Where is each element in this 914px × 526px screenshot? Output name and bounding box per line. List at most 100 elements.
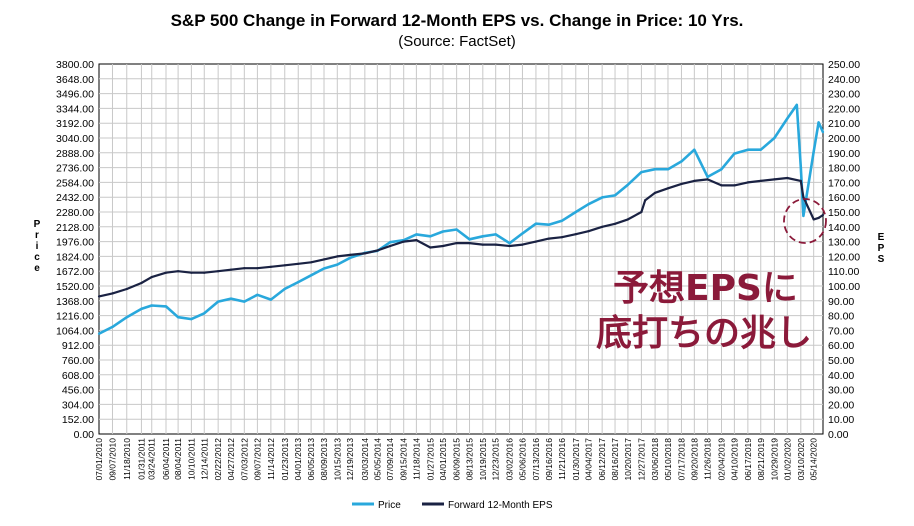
- y-tick-right: 60.00: [828, 340, 854, 352]
- price-point: [795, 103, 798, 106]
- eps-point: [759, 179, 762, 182]
- x-tick: 07/01/2010: [94, 438, 104, 481]
- eps-point: [97, 295, 101, 298]
- price-point: [534, 222, 538, 225]
- y-tick-left: 1672.00: [56, 266, 94, 278]
- eps-point: [560, 236, 564, 239]
- eps-point: [613, 222, 617, 225]
- x-tick: 09/07/2012: [252, 438, 262, 481]
- eps-point: [587, 230, 590, 233]
- x-tick: 12/27/2017: [636, 438, 646, 481]
- y-tick-right: 40.00: [828, 370, 854, 382]
- eps-point: [733, 184, 736, 187]
- y-tick-left: 3344.00: [56, 103, 94, 115]
- y-tick-right: 90.00: [828, 296, 854, 308]
- x-tick: 12/23/2015: [491, 438, 501, 481]
- eps-point: [654, 191, 657, 194]
- y-tick-right: 150.00: [828, 207, 860, 219]
- eps-point: [773, 178, 776, 181]
- price-point: [283, 287, 286, 290]
- price-point: [812, 150, 815, 153]
- eps-point: [693, 179, 696, 182]
- x-tick: 03/02/2016: [505, 438, 515, 481]
- x-tick: 11/14/2012: [266, 438, 276, 480]
- y-tick-right: 130.00: [828, 237, 860, 249]
- x-tick: 09/16/2016: [544, 438, 554, 481]
- price-point: [508, 242, 511, 245]
- x-tick: 01/27/2015: [425, 438, 435, 481]
- price-point: [680, 160, 683, 163]
- eps-point: [812, 218, 815, 221]
- price-point: [441, 230, 445, 233]
- price-point: [821, 131, 825, 134]
- price-point: [164, 305, 168, 308]
- y-tick-right: 140.00: [828, 222, 860, 234]
- eps-point: [547, 237, 550, 240]
- price-point: [217, 300, 220, 303]
- eps-point: [269, 265, 272, 268]
- y-tick-right: 180.00: [828, 163, 860, 175]
- x-tick: 10/29/2019: [769, 438, 779, 481]
- price-point: [720, 168, 723, 171]
- eps-point: [640, 210, 643, 214]
- x-tick: 08/09/2013: [319, 438, 329, 481]
- eps-point: [481, 243, 484, 246]
- eps-point: [256, 267, 259, 270]
- y-tick-right: 160.00: [828, 192, 860, 204]
- eps-point: [802, 196, 805, 199]
- eps-point: [601, 225, 604, 228]
- y-tick-right: 50.00: [828, 355, 854, 367]
- y-axis-label-left-char: e: [34, 263, 40, 274]
- eps-point: [111, 292, 114, 295]
- eps-point: [363, 252, 366, 255]
- eps-point: [150, 276, 153, 279]
- y-tick-left: 3192.00: [56, 118, 94, 130]
- eps-point: [666, 187, 670, 190]
- y-tick-right: 100.00: [828, 281, 860, 293]
- x-tick: 04/04/2017: [584, 438, 594, 481]
- eps-point: [799, 179, 802, 182]
- price-point: [560, 219, 564, 222]
- eps-point: [389, 244, 392, 248]
- y-tick-left: 1520.00: [56, 281, 94, 293]
- price-point: [269, 298, 272, 301]
- price-point: [229, 297, 233, 300]
- legend: Price Forward 12-Month EPS: [352, 500, 553, 511]
- x-tick: 10/20/2017: [623, 438, 633, 481]
- eps-point: [441, 244, 445, 248]
- y-tick-left: 3496.00: [56, 89, 94, 101]
- eps-point: [534, 240, 538, 243]
- annotation-line-1: 予想EPSに: [613, 268, 798, 309]
- x-tick: 08/16/2017: [610, 438, 620, 481]
- y-axis-label-right-char: S: [878, 254, 885, 265]
- y-tick-right: 250.00: [828, 59, 860, 71]
- x-tick: 05/05/2014: [372, 438, 382, 481]
- x-tick: 10/15/2013: [332, 438, 342, 481]
- x-tick: 07/17/2018: [677, 438, 687, 481]
- x-tick: 02/04/2019: [717, 438, 727, 481]
- eps-point: [217, 270, 220, 273]
- eps-point: [644, 199, 647, 202]
- y-tick-left: 1216.00: [56, 311, 94, 323]
- y-axis-right: 250.00 240.00 230.00 220.00 210.00 200.00 190.…: [828, 59, 860, 441]
- price-point: [817, 121, 820, 124]
- x-tick: 03/03/2014: [360, 438, 370, 481]
- y-tick-right: 230.00: [828, 89, 860, 101]
- y-tick-left: 3648.00: [56, 74, 94, 86]
- price-point: [203, 312, 206, 315]
- price-point: [626, 183, 630, 186]
- y-tick-right: 70.00: [828, 325, 854, 337]
- y-tick-right: 30.00: [828, 385, 854, 397]
- y-tick-left: 2888.00: [56, 148, 94, 160]
- y-tick-right: 210.00: [828, 118, 860, 130]
- y-tick-right: 20.00: [828, 399, 854, 411]
- x-tick: 04/01/2015: [438, 438, 448, 481]
- y-tick-right: 80.00: [828, 311, 854, 323]
- eps-point: [229, 268, 233, 271]
- x-tick: 07/09/2014: [385, 438, 395, 481]
- eps-point: [376, 249, 379, 252]
- price-point: [111, 325, 114, 328]
- price-point: [601, 196, 604, 199]
- y-tick-left: 1064.00: [56, 325, 94, 337]
